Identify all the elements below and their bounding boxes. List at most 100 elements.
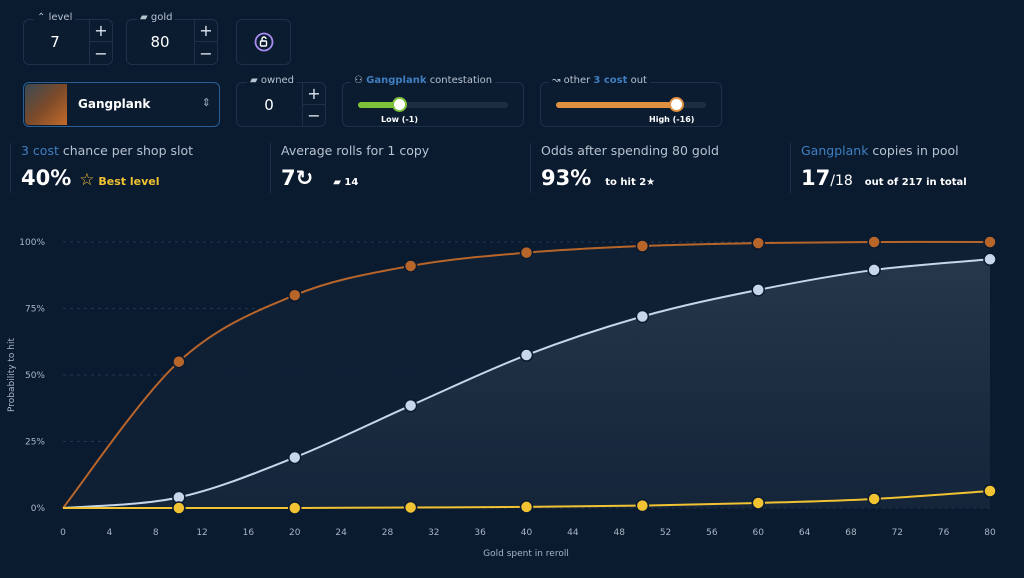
contestation-slider-fill [358,102,399,108]
x-tick-label: 80 [984,528,996,538]
x-tick-label: 56 [706,528,718,538]
data-point [403,398,418,413]
chevrons-up-icon: ⌃ [37,12,46,23]
contestation-value: Low (-1) [381,115,418,124]
x-tick-label: 40 [521,528,533,538]
champion-name: Gangplank [78,97,151,111]
data-point [403,259,418,273]
level-increment-button[interactable]: + [89,20,112,42]
x-tick-label: 16 [243,528,255,538]
x-tick-label: 12 [196,528,207,538]
x-tick-label: 60 [753,528,765,538]
data-point [635,239,650,253]
data-point [519,500,534,514]
x-tick-label: 68 [845,528,857,538]
owned-value[interactable]: 0 [264,95,274,114]
other-out-slider-fill [556,102,676,108]
data-point [983,484,997,498]
chevron-updown-icon: ⇕ [201,96,211,109]
y-tick-label: 25% [25,438,45,448]
data-point [172,354,186,369]
gold-value[interactable]: 80 [150,33,170,51]
x-axis-label: Gold spent in reroll [483,549,569,559]
trend-down-icon: ↝ [552,75,561,86]
coins-icon: ▰ [333,177,341,188]
contestation-slider-box: ⚇ Gangplank contestation Low (-1) [342,75,524,127]
y-tick-label: 50% [25,371,45,381]
level-decrement-button[interactable]: − [89,42,112,64]
x-tick-label: 4 [106,528,112,538]
coins-icon: ▰ [250,75,258,86]
data-point [519,245,534,260]
other-out-value: High (-16) [649,115,695,124]
series-line-0 [62,240,991,509]
x-tick-label: 32 [428,528,439,538]
x-tick-label: 44 [567,528,579,538]
unlock-icon [254,32,273,52]
data-point [288,501,302,515]
data-point [751,236,765,250]
stat-average-rolls: Average rolls for 1 copy 7↻ ▰ 14 [270,143,429,193]
gold-stepper[interactable]: ▰ gold 80 + − [126,12,218,65]
y-axis-label: Probability to hit [7,338,17,413]
data-point [983,252,997,267]
lock-toggle-button[interactable] [236,19,291,65]
y-tick-label: 0% [31,504,46,514]
data-point [751,283,765,297]
champion-portrait [25,84,67,125]
stat-shop-chance: 3 cost chance per shop slot 40% ☆ Best le… [10,143,193,193]
owned-increment-button[interactable]: + [302,83,325,105]
x-tick-label: 52 [660,528,671,538]
gold-decrement-button[interactable]: − [194,42,217,64]
data-point [403,500,418,515]
data-point [635,309,650,324]
x-tick-label: 24 [335,528,347,538]
data-point [751,496,765,510]
other-out-slider[interactable] [556,97,706,112]
owned-stepper[interactable]: ▰ owned 0 + − [236,75,326,127]
area-fill-bottom [63,259,990,508]
x-tick-label: 20 [289,528,301,538]
average-rolls-value: 7 [281,166,296,190]
shop-chance-value: 40% [21,166,72,190]
data-point [635,498,650,513]
contestation-slider[interactable] [358,97,508,112]
champion-select[interactable]: Gangplank ⇕ [23,82,220,127]
level-value[interactable]: 7 [50,33,60,51]
gold-label: ▰ gold [137,12,176,23]
x-tick-label: 48 [613,528,625,538]
pool-value: 17 [801,166,831,190]
level-stepper[interactable]: ⌃ level 7 + − [23,12,113,65]
contestation-slider-handle[interactable] [391,97,407,112]
level-label: ⌃ level [34,12,76,23]
contestation-label: ⚇ Gangplank contestation [351,75,496,86]
data-point [983,235,997,249]
owned-decrement-button[interactable]: − [302,104,325,126]
x-tick-label: 28 [382,528,394,538]
data-point [172,501,186,515]
data-point [867,492,881,506]
stat-pool: Gangplank copies in pool 17/18 out of 217… [790,143,967,193]
data-point [867,235,881,249]
x-tick-label: 76 [938,528,950,538]
x-tick-label: 36 [474,528,486,538]
y-tick-label: 100% [19,238,45,248]
refresh-icon: ↻ [295,166,314,190]
owned-label: ▰ owned [247,75,298,86]
data-point [519,348,534,362]
other-out-slider-handle[interactable] [669,97,684,112]
stat-odds: Odds after spending 80 gold 93% to hit 2★ [530,143,719,193]
data-point [867,263,881,277]
star-icon: ☆ [79,170,95,190]
x-tick-label: 64 [799,528,811,538]
data-point [288,288,302,302]
users-icon: ⚇ [354,75,363,86]
coins-icon: ▰ [140,12,148,23]
other-out-slider-box: ↝ other 3 cost out High (-16) [540,75,722,127]
odds-value: 93% [541,166,592,190]
gold-increment-button[interactable]: + [194,20,217,42]
x-tick-label: 72 [892,528,903,538]
data-point [288,450,302,465]
x-tick-label: 0 [60,528,66,538]
